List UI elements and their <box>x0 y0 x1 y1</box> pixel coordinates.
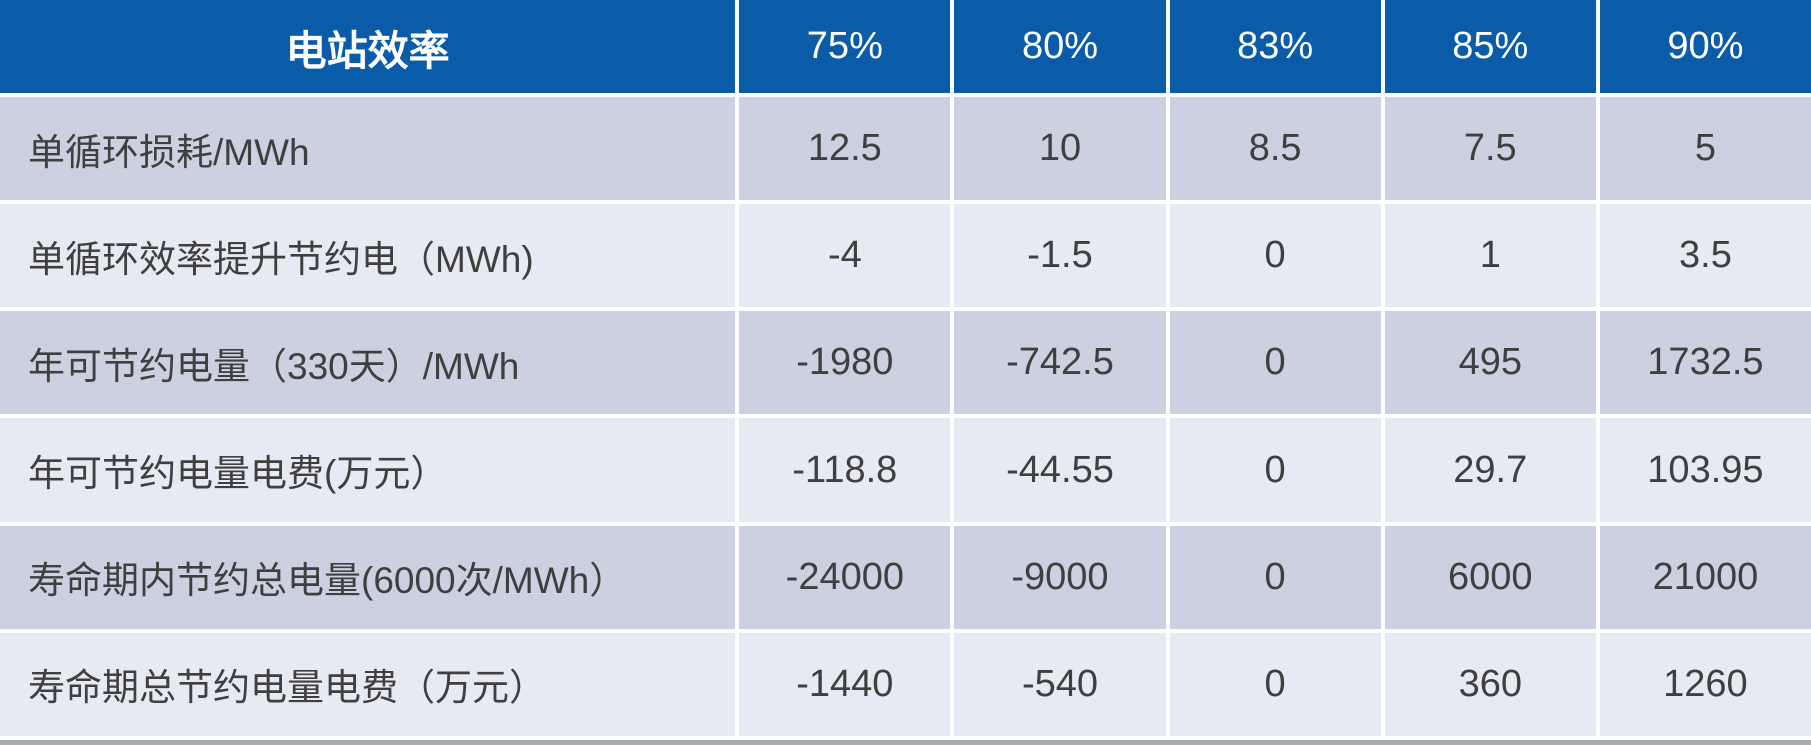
table-cell: 0 <box>1169 525 1381 629</box>
table-cell: 495 <box>1384 311 1596 415</box>
table-cell: 7.5 <box>1384 97 1596 201</box>
table-cell: -742.5 <box>954 311 1166 415</box>
table-cell: -1980 <box>739 311 951 415</box>
table-cell: -44.55 <box>954 418 1166 522</box>
table-cell: 10 <box>954 97 1166 201</box>
table-cell: 1 <box>1384 204 1596 308</box>
table-cell: 103.95 <box>1599 418 1811 522</box>
table-cell: 0 <box>1169 311 1381 415</box>
table-cell: -24000 <box>739 525 951 629</box>
table-cell: -9000 <box>954 525 1166 629</box>
table-cell: 1260 <box>1599 632 1811 736</box>
table-cell: -4 <box>739 204 951 308</box>
table-cell: 21000 <box>1599 525 1811 629</box>
table-header-title: 电站效率 <box>0 0 736 93</box>
table-cell: 360 <box>1384 632 1596 736</box>
table-cell: 3.5 <box>1599 204 1811 308</box>
table-cell: -1.5 <box>954 204 1166 308</box>
table-cell: -118.8 <box>739 418 951 522</box>
row-label-single-cycle-loss: 单循环损耗/MWh <box>0 97 736 201</box>
table-cell: -1440 <box>739 632 951 736</box>
table-cell: 1732.5 <box>1599 311 1811 415</box>
table-cell: 5 <box>1599 97 1811 201</box>
table-cell: 0 <box>1169 204 1381 308</box>
row-label-lifetime-cost-savings: 寿命期总节约电量电费（万元） <box>0 632 736 736</box>
slide-bottom-bar <box>0 740 1811 745</box>
column-header-75: 75% <box>739 0 951 93</box>
table-cell: 12.5 <box>739 97 951 201</box>
column-header-85: 85% <box>1384 0 1596 93</box>
table-cell: 0 <box>1169 418 1381 522</box>
table-cell: 8.5 <box>1169 97 1381 201</box>
table-cell: 29.7 <box>1384 418 1596 522</box>
row-label-annual-cost-savings: 年可节约电量电费(万元） <box>0 418 736 522</box>
table-cell: 0 <box>1169 632 1381 736</box>
row-label-lifetime-energy-savings: 寿命期内节约总电量(6000次/MWh） <box>0 525 736 629</box>
table-cell: 6000 <box>1384 525 1596 629</box>
column-header-80: 80% <box>954 0 1166 93</box>
row-label-annual-energy-savings: 年可节约电量（330天）/MWh <box>0 311 736 415</box>
row-label-single-cycle-savings: 单循环效率提升节约电（MWh) <box>0 204 736 308</box>
column-header-90: 90% <box>1599 0 1811 93</box>
table-cell: -540 <box>954 632 1166 736</box>
column-header-83: 83% <box>1169 0 1381 93</box>
